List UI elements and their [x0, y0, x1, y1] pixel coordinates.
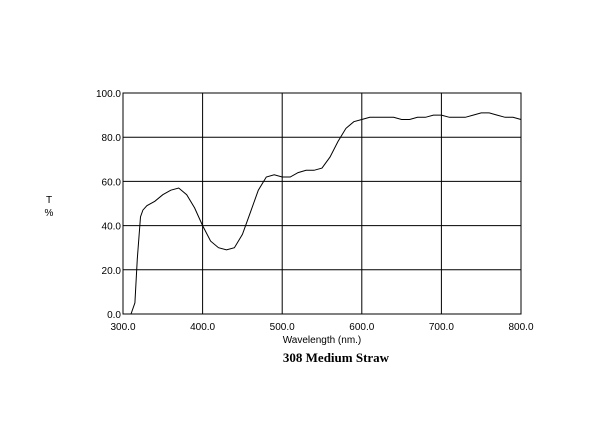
y-axis-label-bottom: % — [45, 208, 54, 219]
y-axis-label-top: T — [46, 195, 52, 206]
y-tick-label: 20.0 — [102, 266, 122, 277]
y-tick-label: 100.0 — [96, 89, 121, 100]
x-tick-label: 800.0 — [508, 322, 533, 333]
x-tick-labels: 300.0 400.0 500.0 600.0 700.0 800.0 — [110, 322, 533, 333]
plot-frame — [122, 92, 522, 315]
x-axis-label: Wavelength (nm.) — [283, 335, 362, 346]
x-tick-label: 300.0 — [110, 322, 135, 333]
y-tick-labels: 0.0 20.0 40.0 60.0 80.0 100.0 — [96, 89, 121, 321]
y-tick-label: 80.0 — [102, 133, 122, 144]
x-tick-label: 600.0 — [349, 322, 374, 333]
y-tick-label: 60.0 — [102, 177, 122, 188]
y-tick-label: 0.0 — [107, 310, 121, 321]
x-tick-label: 500.0 — [270, 322, 295, 333]
x-tick-label: 700.0 — [429, 322, 454, 333]
x-tick-label: 400.0 — [190, 322, 215, 333]
series-line-transmission — [123, 112, 522, 315]
y-tick-label: 40.0 — [102, 222, 122, 233]
grid — [123, 93, 521, 314]
chart-title: 308 Medium Straw — [283, 350, 390, 365]
